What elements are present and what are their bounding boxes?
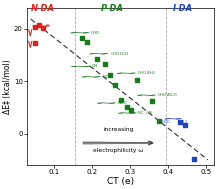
Text: CH$_3$: CH$_3$ <box>178 118 187 126</box>
Text: electrophilicity ω: electrophilicity ω <box>93 148 143 153</box>
Y-axis label: ΔE‡ (kcal/mol): ΔE‡ (kcal/mol) <box>3 59 12 114</box>
Text: CN: CN <box>92 64 97 68</box>
Text: N-DA: N-DA <box>31 4 55 13</box>
Text: CHO H$_2$O: CHO H$_2$O <box>110 50 129 58</box>
Text: CHO: CHO <box>91 31 100 35</box>
Text: increasing: increasing <box>103 127 133 132</box>
Text: I-DA: I-DA <box>173 4 193 13</box>
Text: H$_2$C: H$_2$C <box>161 118 171 126</box>
Text: CHO BH$_2$: CHO BH$_2$ <box>137 69 156 77</box>
Text: NC  CN: NC CN <box>138 111 152 115</box>
Text: Ph: Ph <box>45 24 50 28</box>
Text: NO$_2$: NO$_2$ <box>102 73 112 81</box>
X-axis label: CT (e): CT (e) <box>107 177 134 186</box>
Text: P-DA: P-DA <box>101 4 124 13</box>
Text: CHO AlCl$_3$: CHO AlCl$_3$ <box>157 91 178 99</box>
Text: N=O: N=O <box>117 101 127 105</box>
